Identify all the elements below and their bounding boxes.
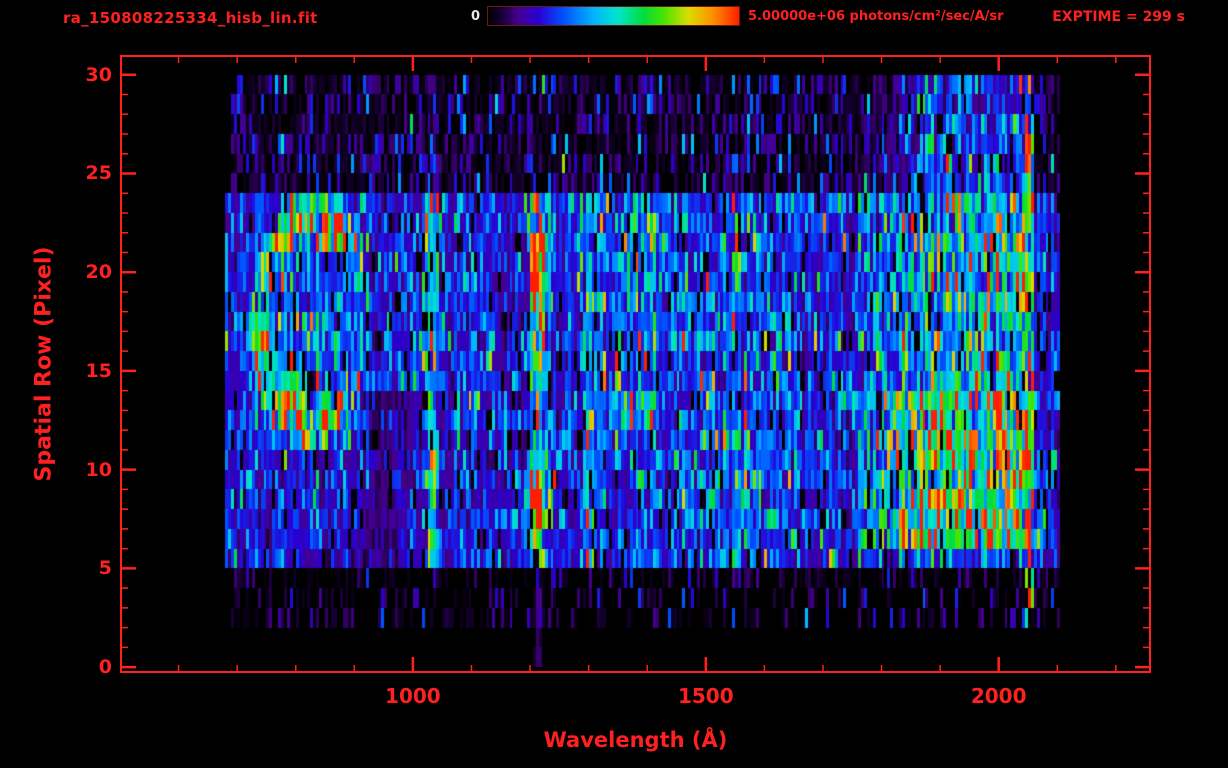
heatmap-canvas [120, 55, 1151, 673]
y-tick-label: 5 [98, 557, 112, 580]
axis-minor-ticks [120, 55, 1151, 673]
y-tick-label: 15 [85, 359, 112, 382]
plot-frame [120, 55, 1151, 673]
colorbar-max-label: 5.00000e+06 photons/cm²/sec/A/sr [748, 9, 1004, 24]
exptime-label: EXPTIME = 299 s [1052, 9, 1185, 25]
x-tick-label: 2000 [970, 684, 1027, 708]
axis-major-ticks [120, 55, 1151, 673]
plot-area [120, 55, 1151, 673]
y-tick-label: 20 [85, 261, 112, 284]
x-tick-label: 1500 [677, 684, 734, 708]
y-tick-label: 30 [85, 63, 112, 86]
colorbar-min-label: 0 [470, 9, 480, 24]
colorbar-gradient [487, 6, 740, 26]
y-tick-label: 0 [98, 656, 112, 679]
y-tick-label: 25 [85, 162, 112, 185]
y-axis-title: Spatial Row (Pixel) [31, 246, 57, 482]
fits-filename: ra_150808225334_hisb_lin.fit [63, 9, 318, 27]
y-tick-label: 10 [85, 458, 112, 481]
x-tick-label: 1000 [385, 684, 441, 708]
x-axis-title: Wavelength (Å) [543, 728, 728, 752]
axes-frame [120, 55, 1151, 673]
